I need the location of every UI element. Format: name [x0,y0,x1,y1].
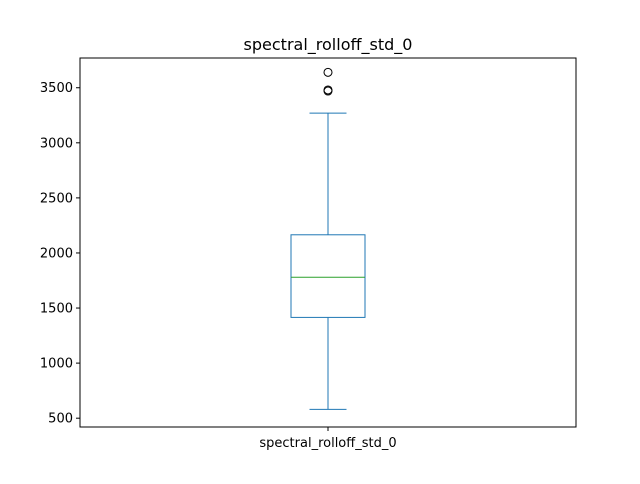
y-tick-label: 500 [48,412,73,427]
y-tick-label: 3000 [40,136,73,151]
outlier-point [323,85,333,95]
x-tick-label: spectral_rolloff_std_0 [259,436,396,451]
y-tick-label: 2000 [40,246,73,261]
y-tick-label: 1000 [40,357,73,372]
chart-title: spectral_rolloff_std_0 [244,35,413,55]
x-axis: spectral_rolloff_std_0 [259,427,397,451]
y-tick-label: 1500 [40,302,73,317]
y-axis: 500 1000 1500 2000 2500 3000 3500 [40,81,80,427]
box-iqr [290,234,366,318]
plot-area [290,67,366,410]
y-tick-label: 2500 [40,191,73,206]
box-group [290,67,366,410]
y-tick-label: 3500 [40,81,73,96]
outlier-point [323,67,333,77]
